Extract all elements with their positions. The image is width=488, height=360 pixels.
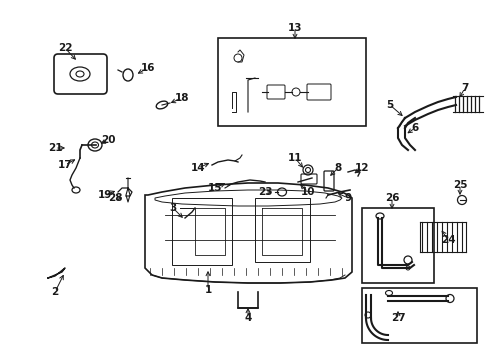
Text: 9: 9: [344, 193, 351, 203]
Text: 16: 16: [141, 63, 155, 73]
Text: 22: 22: [58, 43, 72, 53]
Bar: [218, 38, 365, 126]
Text: 18: 18: [174, 93, 189, 103]
Text: 24: 24: [440, 235, 454, 245]
Text: 4: 4: [244, 313, 251, 323]
Text: 3: 3: [169, 203, 176, 213]
Text: 28: 28: [107, 193, 122, 203]
Text: 27: 27: [390, 313, 405, 323]
Text: 5: 5: [386, 100, 393, 110]
Text: 7: 7: [460, 83, 468, 93]
Text: 25: 25: [452, 180, 467, 190]
Text: 14: 14: [190, 163, 205, 173]
Text: 8: 8: [334, 163, 341, 173]
Text: 26: 26: [384, 193, 398, 203]
Text: 19: 19: [98, 190, 112, 200]
Text: 1: 1: [204, 285, 211, 295]
Text: 11: 11: [287, 153, 302, 163]
Bar: [361, 208, 433, 283]
Text: 15: 15: [207, 183, 222, 193]
Text: 13: 13: [287, 23, 302, 33]
Text: 12: 12: [354, 163, 368, 173]
Text: 2: 2: [51, 287, 59, 297]
Text: 23: 23: [257, 187, 272, 197]
Text: 21: 21: [48, 143, 62, 153]
Text: 20: 20: [101, 135, 115, 145]
Text: 10: 10: [300, 187, 315, 197]
Bar: [361, 288, 476, 343]
Text: 17: 17: [58, 160, 72, 170]
Text: 6: 6: [410, 123, 418, 133]
